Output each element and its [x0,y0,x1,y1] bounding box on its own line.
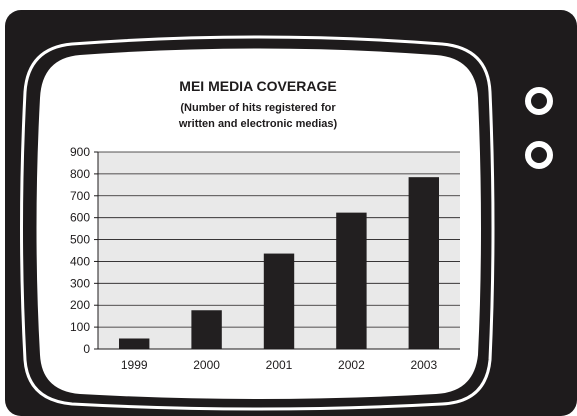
knob-bottom-icon [525,141,553,169]
x-tick-label: 2001 [266,358,293,372]
y-tick-label: 0 [83,342,90,356]
knob-top-icon [525,87,553,115]
y-tick-label: 600 [70,211,90,225]
plot-area: 0 100 200 300 400 500 600 700 800 900 1999 2000 2001… [70,145,460,372]
x-tick-label: 1999 [121,358,148,372]
y-tick-label: 100 [70,320,90,334]
y-tick-label: 400 [70,254,90,268]
y-tick-label: 300 [70,276,90,290]
chart-title: MEI MEDIA COVERAGE [179,78,336,94]
x-tick-label: 2003 [410,358,437,372]
y-tick-label: 200 [70,298,90,312]
bar-2003 [408,177,440,349]
screen-bezel-ring [20,35,495,411]
y-tick-label: 700 [70,189,90,203]
y-tick-label: 900 [70,145,90,159]
chart-subtitle-line-2: written and electronic medias) [178,118,338,130]
chart-subtitle-line-1: (Number of hits registered for [180,102,336,114]
bar-1999 [118,338,150,349]
x-tick-label: 2002 [338,358,365,372]
bar-2001 [263,253,295,349]
bar-2002 [336,212,367,349]
bar-2000 [191,310,222,349]
x-tick-label: 2000 [193,358,220,372]
y-tick-label: 800 [70,167,90,181]
y-tick-label: 500 [70,233,90,247]
